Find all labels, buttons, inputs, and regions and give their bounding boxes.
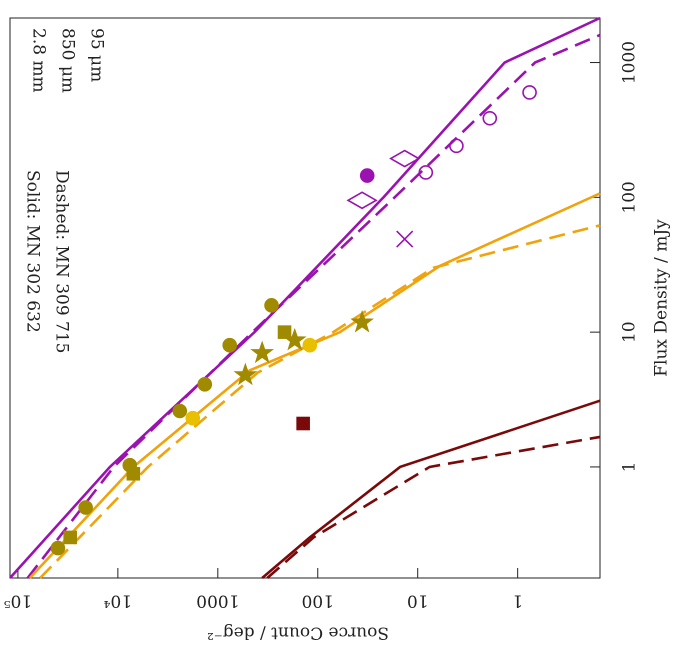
curve	[9, 16, 601, 579]
plot-frame	[9, 17, 601, 579]
y-tick-label: 10⁵	[4, 591, 33, 611]
curve	[39, 224, 601, 579]
curve	[26, 33, 601, 579]
point	[126, 466, 141, 481]
point	[449, 138, 464, 154]
x-tick-label: 1	[620, 462, 640, 473]
point	[396, 230, 414, 248]
curve	[28, 192, 601, 579]
point	[418, 165, 434, 180]
x-tick-label: 10	[620, 321, 640, 343]
legend-label: 95 μm	[87, 28, 107, 82]
point	[264, 298, 279, 313]
point	[359, 168, 375, 183]
point	[233, 362, 258, 386]
y-tick-label: 1000	[196, 591, 239, 611]
point	[277, 325, 292, 339]
point	[63, 530, 77, 545]
legend-label: 850 μm	[58, 28, 78, 93]
x-tick-label: 1000	[620, 41, 640, 84]
annotation: Dashed: MN 309 715	[52, 170, 72, 354]
point	[296, 416, 310, 431]
y-tick-label: 1	[512, 591, 523, 611]
point	[522, 85, 537, 100]
curve	[266, 435, 601, 579]
y-tick-label: 10	[407, 591, 429, 611]
y-tick-label: 100	[302, 591, 334, 611]
annotation: Solid: MN 302 632	[23, 170, 43, 333]
point	[346, 191, 378, 210]
point	[78, 500, 93, 515]
x-axis-label: Flux Density / mJy	[652, 219, 672, 377]
point	[482, 110, 498, 126]
y-tick-label: 10⁴	[103, 591, 132, 611]
point	[250, 340, 274, 364]
point	[185, 410, 201, 426]
point	[197, 377, 213, 392]
point	[389, 149, 421, 168]
legend-label: 2.8 mm	[29, 28, 49, 93]
x-tick-label: 100	[620, 181, 640, 213]
y-axis-label: Source Count / deg⁻²	[207, 623, 389, 643]
point	[172, 403, 188, 419]
point	[350, 310, 374, 333]
point	[282, 327, 307, 351]
point	[222, 337, 238, 353]
point	[302, 337, 318, 353]
point	[50, 540, 66, 556]
curve	[261, 399, 601, 579]
